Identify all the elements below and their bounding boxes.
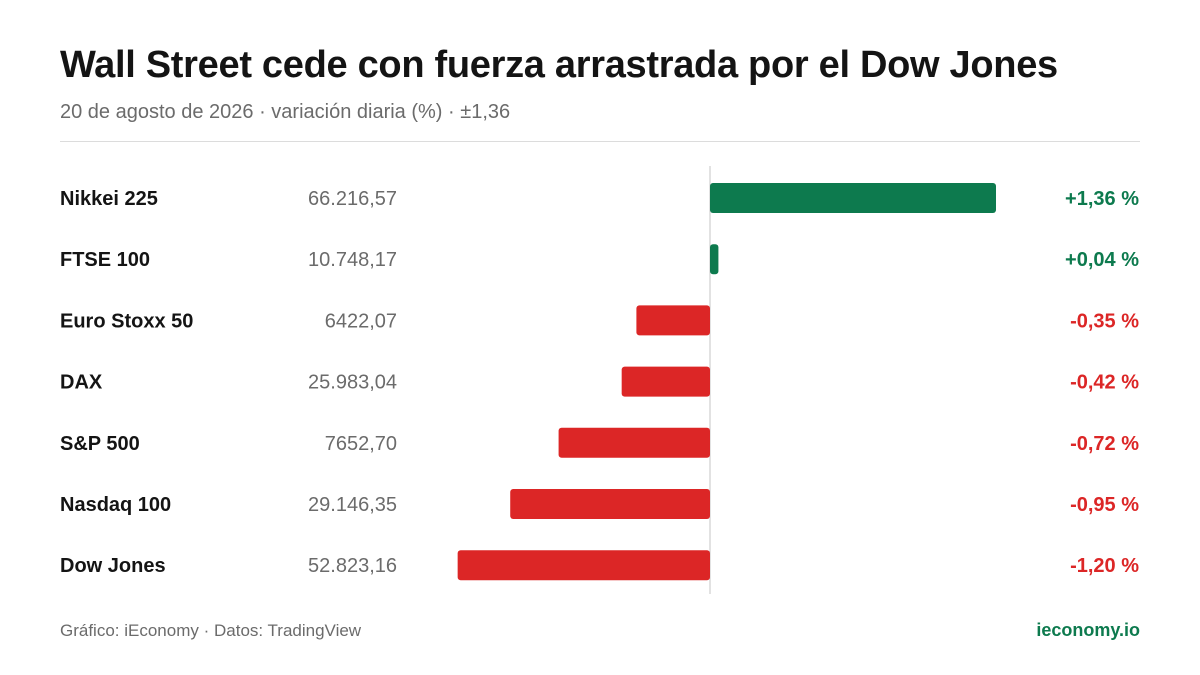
bar [558, 427, 710, 458]
value-label: +0,04 % [1065, 249, 1139, 271]
index-name-label: Dow Jones [60, 555, 166, 577]
bar-chart: Nikkei 225 66.216,57 +1,36 % FTSE 100 10.748… [60, 166, 1139, 594]
value-label: -0,95 % [1070, 494, 1139, 516]
brand-link[interactable]: ieconomy.io [1036, 620, 1140, 640]
index-name-label: Euro Stoxx 50 [60, 310, 193, 332]
index-level-label: 7652,70 [325, 433, 397, 455]
source-note: Gráfico: iEconomy · Datos: TradingView [60, 621, 362, 640]
bar [710, 244, 719, 275]
index-level-label: 29.146,35 [308, 494, 397, 516]
index-level-label: 6422,07 [325, 310, 397, 332]
bar [457, 550, 710, 581]
value-label: -1,20 % [1070, 555, 1139, 577]
index-name-label: S&P 500 [60, 433, 140, 455]
chart-subtitle: 20 de agosto de 2026 · variación diaria … [60, 101, 511, 123]
value-label: -0,35 % [1070, 310, 1139, 332]
bar [510, 489, 710, 519]
index-name-label: DAX [60, 372, 103, 394]
value-label: -0,42 % [1070, 372, 1139, 394]
bar [710, 183, 996, 213]
index-level-label: 66.216,57 [308, 188, 397, 210]
index-level-label: 25.983,04 [308, 372, 397, 394]
index-name-label: Nasdaq 100 [60, 494, 171, 516]
value-label: +1,36 % [1065, 188, 1139, 210]
bar [636, 305, 710, 336]
index-level-label: 10.748,17 [308, 249, 397, 271]
chart-title: Wall Street cede con fuerza arrastrada p… [60, 44, 1058, 86]
index-name-label: FTSE 100 [60, 249, 150, 271]
index-name-label: Nikkei 225 [60, 188, 158, 210]
index-level-label: 52.823,16 [308, 555, 397, 577]
bar [621, 366, 710, 397]
value-label: -0,72 % [1070, 433, 1139, 455]
header-divider [60, 141, 1140, 142]
